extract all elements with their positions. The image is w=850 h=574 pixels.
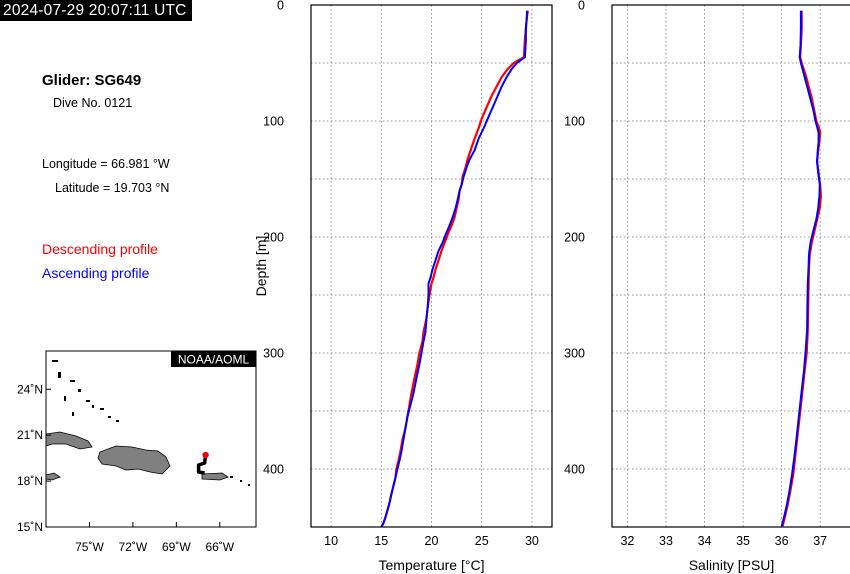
longitude-readout: Longitude = 66.981 °W xyxy=(42,157,170,171)
x-tick-label: 33 xyxy=(659,534,673,548)
island-mark xyxy=(86,400,90,402)
island-mark xyxy=(58,372,61,378)
island-mark xyxy=(116,420,119,422)
glider-title: Glider: SG649 xyxy=(42,72,142,89)
x-tick-label: 35 xyxy=(736,534,750,548)
map-lon-label: 72˚W xyxy=(119,540,148,554)
plot-frame xyxy=(611,4,850,528)
island-mark xyxy=(108,416,111,418)
descending-profile-line xyxy=(380,10,529,528)
legend-ascending: Ascending profile xyxy=(42,265,150,281)
cuba-landmass xyxy=(45,431,93,450)
y-tick-label: 400 xyxy=(564,463,585,477)
y-tick-label: 400 xyxy=(263,463,284,477)
x-tick-label: 25 xyxy=(475,534,489,548)
map-lat-label: 15˚N xyxy=(17,520,43,534)
hispaniola-landmass xyxy=(97,445,171,475)
island-mark xyxy=(92,405,94,408)
x-tick-label: 20 xyxy=(425,534,439,548)
ascending-profile-line xyxy=(380,10,528,528)
map-lon-label: 66˚W xyxy=(205,540,234,554)
descending-profile-line xyxy=(781,10,823,528)
timestamp-label: 2024-07-29 20:07:11 UTC xyxy=(0,0,192,21)
glider-position-marker xyxy=(202,451,209,459)
map-lat-label: 18˚N xyxy=(17,474,43,488)
y-tick-label: 300 xyxy=(263,347,284,361)
y-tick-label: 0 xyxy=(277,0,284,13)
x-tick-label: 36 xyxy=(775,534,789,548)
island-mark xyxy=(70,380,75,382)
y-tick-label: 200 xyxy=(564,231,585,245)
island-mark xyxy=(72,412,74,416)
x-tick-label: 34 xyxy=(698,534,712,548)
map-lat-label: 24˚N xyxy=(17,382,43,396)
x-tick-label: 32 xyxy=(620,534,634,548)
legend-descending: Descending profile xyxy=(42,241,158,257)
y-tick-label: 0 xyxy=(578,0,585,13)
y-tick-label: 200 xyxy=(263,231,284,245)
dive-number: Dive No. 0121 xyxy=(53,96,133,110)
salinity-chart: 32 33 34 35 36 37 0 100 200 300 400 Salinity [PSU] xyxy=(564,0,850,573)
x-tick-label: 30 xyxy=(525,534,539,548)
jamaica-landmass xyxy=(45,472,61,481)
map-badge-label: NOAA/AOML xyxy=(178,353,250,367)
x-tick-label: 10 xyxy=(324,534,338,548)
latitude-readout: Latitude = 19.703 °N xyxy=(55,181,170,195)
island-mark xyxy=(52,360,58,362)
y-tick-label: 100 xyxy=(263,115,284,129)
x-tick-label: 15 xyxy=(374,534,388,548)
island-mark xyxy=(64,396,66,401)
x-axis-label: Temperature [°C] xyxy=(379,557,485,573)
glider-track xyxy=(196,454,208,475)
y-axis-label: Depth [m] xyxy=(253,236,269,297)
map-lat-label: 21˚N xyxy=(17,428,43,442)
x-axis-label: Salinity [PSU] xyxy=(689,557,775,573)
island-mark xyxy=(78,389,81,392)
x-tick-label: 37 xyxy=(813,534,827,548)
map-lon-label: 69˚W xyxy=(162,540,191,554)
y-tick-label: 300 xyxy=(564,347,585,361)
island-mark xyxy=(230,476,233,478)
island-mark xyxy=(240,480,242,482)
map-lon-label: 75˚W xyxy=(75,540,104,554)
y-tick-label: 100 xyxy=(564,115,585,129)
puerto-rico-landmass xyxy=(201,472,229,481)
ascending-profile-line xyxy=(780,10,821,528)
region-map: NOAA/AOML 24˚N 21˚N 18˚N 15˚N 75˚W 72˚W 69˚W 66˚… xyxy=(17,350,257,554)
map-badge-bg xyxy=(171,351,256,367)
island-mark xyxy=(100,408,104,410)
island-mark xyxy=(248,484,250,486)
plot-frame xyxy=(310,4,553,528)
